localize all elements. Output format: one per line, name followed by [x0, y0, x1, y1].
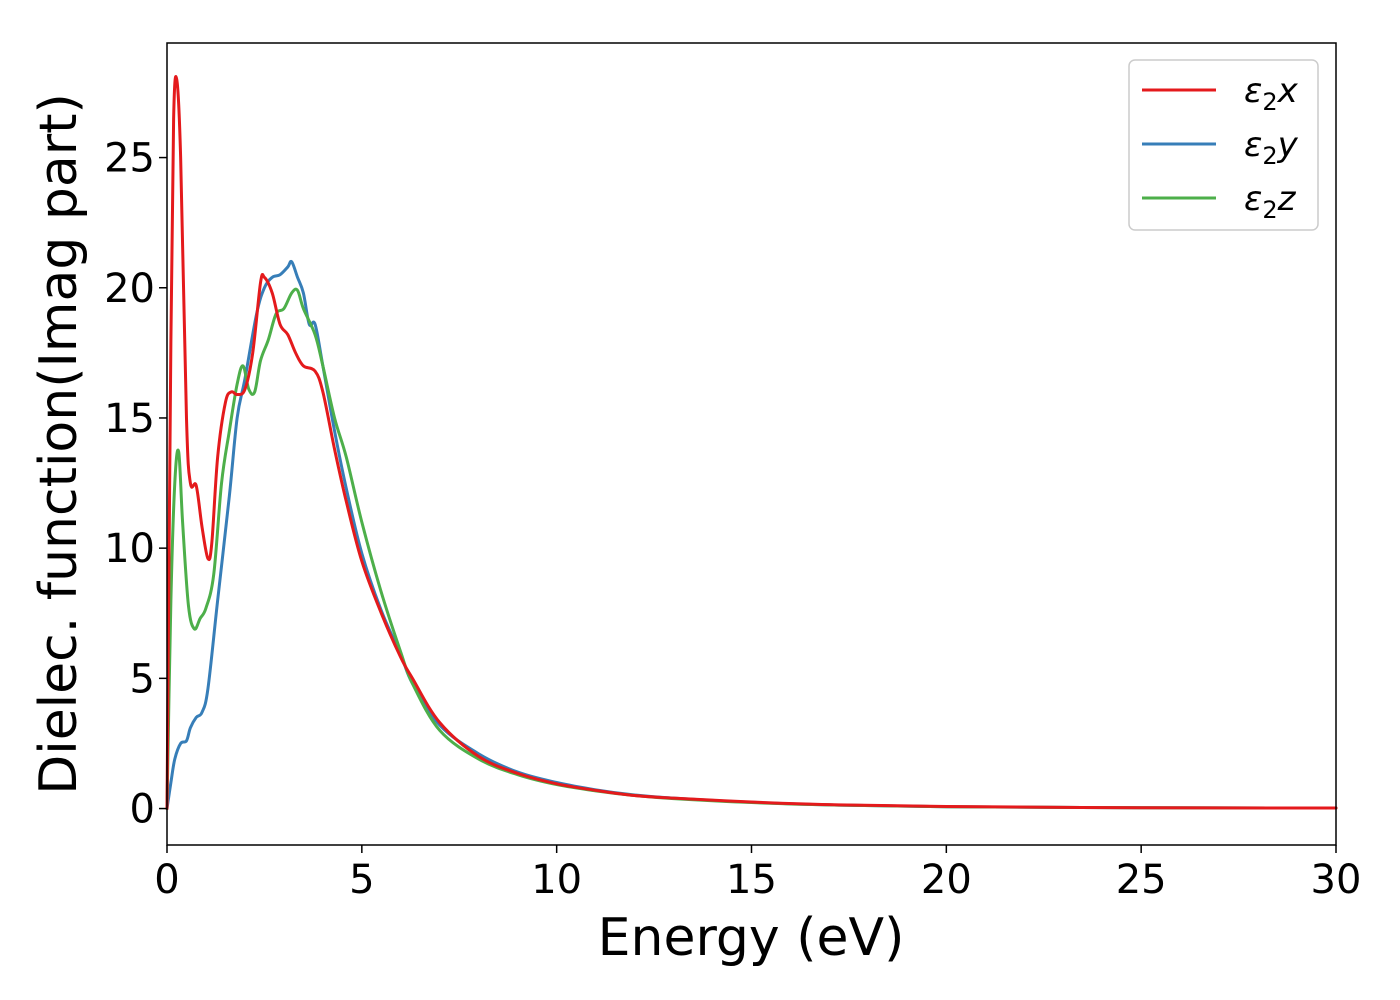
- y-tick-label: 25: [104, 136, 155, 182]
- x-tick-label: 10: [531, 857, 582, 903]
- series-layer: [165, 75, 1338, 811]
- y-tick-label: 15: [104, 396, 155, 442]
- x-tick-label: 20: [921, 857, 972, 903]
- y-tick-label: 10: [104, 526, 155, 572]
- legend-label-y: ε2y: [1244, 125, 1299, 170]
- y-tick-label: 0: [130, 787, 155, 833]
- x-axis-ticks: 0 5 10 15 20 25 30: [154, 845, 1361, 903]
- x-tick-label: 5: [349, 857, 374, 903]
- y-tick-label: 5: [130, 656, 155, 702]
- x-axis-label: Energy (eV): [598, 908, 905, 968]
- legend-box: [1128, 59, 1319, 231]
- y-axis-label: Dielec. function(Imag part): [29, 93, 89, 795]
- legend-label-x: ε2x: [1244, 71, 1299, 116]
- x-tick-label: 15: [726, 857, 777, 903]
- x-tick-label: 25: [1116, 857, 1167, 903]
- legend-label-z: ε2z: [1244, 179, 1297, 224]
- x-tick-label: 30: [1311, 857, 1362, 903]
- y-tick-label: 20: [104, 266, 155, 312]
- x-tick-label: 0: [154, 857, 179, 903]
- series-line-x: [165, 75, 1338, 811]
- legend: ε2x ε2y ε2z: [1128, 59, 1319, 231]
- y-axis-ticks: 0 5 10 15 20 25: [104, 136, 167, 833]
